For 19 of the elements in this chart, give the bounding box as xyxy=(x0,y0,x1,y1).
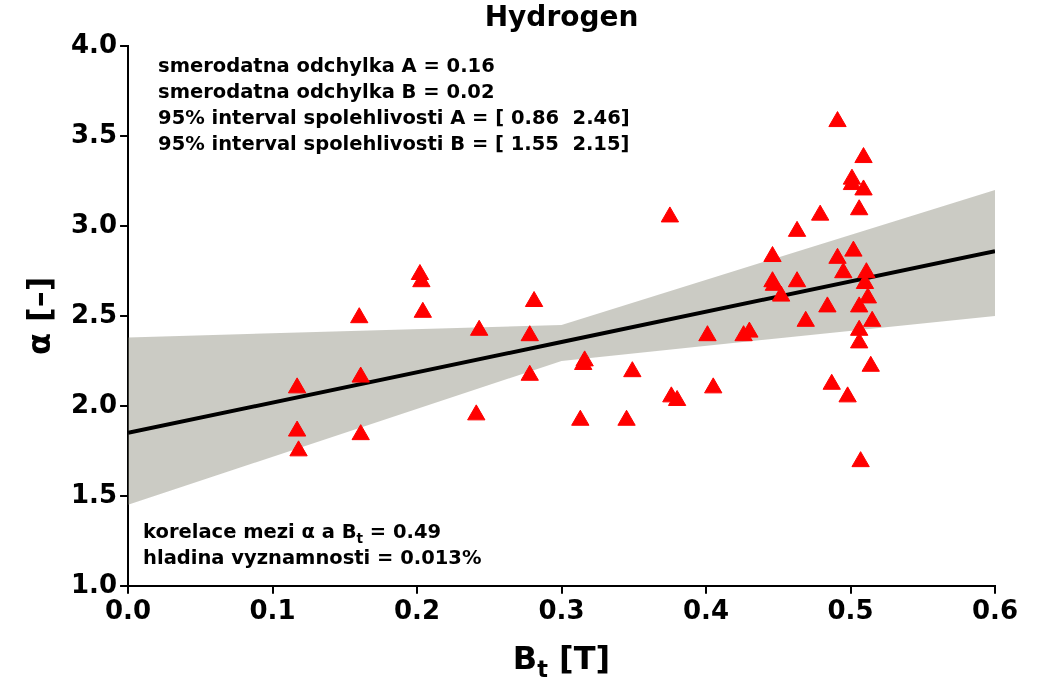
y-axis-title: α [–] xyxy=(20,276,58,356)
x-tick-label: 0.1 xyxy=(249,595,296,626)
x-tick-label: 0.5 xyxy=(827,595,874,626)
y-tick-label: 3.0 xyxy=(71,208,118,239)
annotation: smerodatna odchylka A = 0.16 xyxy=(158,54,495,77)
annotation: hladina vyznamnosti = 0.013% xyxy=(143,545,482,569)
chart-title: Hydrogen xyxy=(484,0,639,33)
y-tick-label: 4.0 xyxy=(71,28,118,59)
x-tick-label: 0.6 xyxy=(971,595,1019,626)
x-tick-label: 0.3 xyxy=(538,595,585,626)
annotation: 95% interval spolehlivosti A = [ 0.86 2.46] xyxy=(158,106,630,129)
y-tick-label: 2.5 xyxy=(71,298,118,329)
y-tick-label: 2.0 xyxy=(71,388,118,419)
annotation: smerodatna odchylka B = 0.02 xyxy=(158,80,495,103)
x-tick-label: 0.2 xyxy=(394,595,441,626)
y-tick-label: 3.5 xyxy=(71,118,118,149)
x-tick-label: 0.4 xyxy=(682,595,730,626)
annotation: 95% interval spolehlivosti B = [ 1.55 2.15] xyxy=(158,132,630,155)
y-tick-label: 1.5 xyxy=(71,478,118,509)
